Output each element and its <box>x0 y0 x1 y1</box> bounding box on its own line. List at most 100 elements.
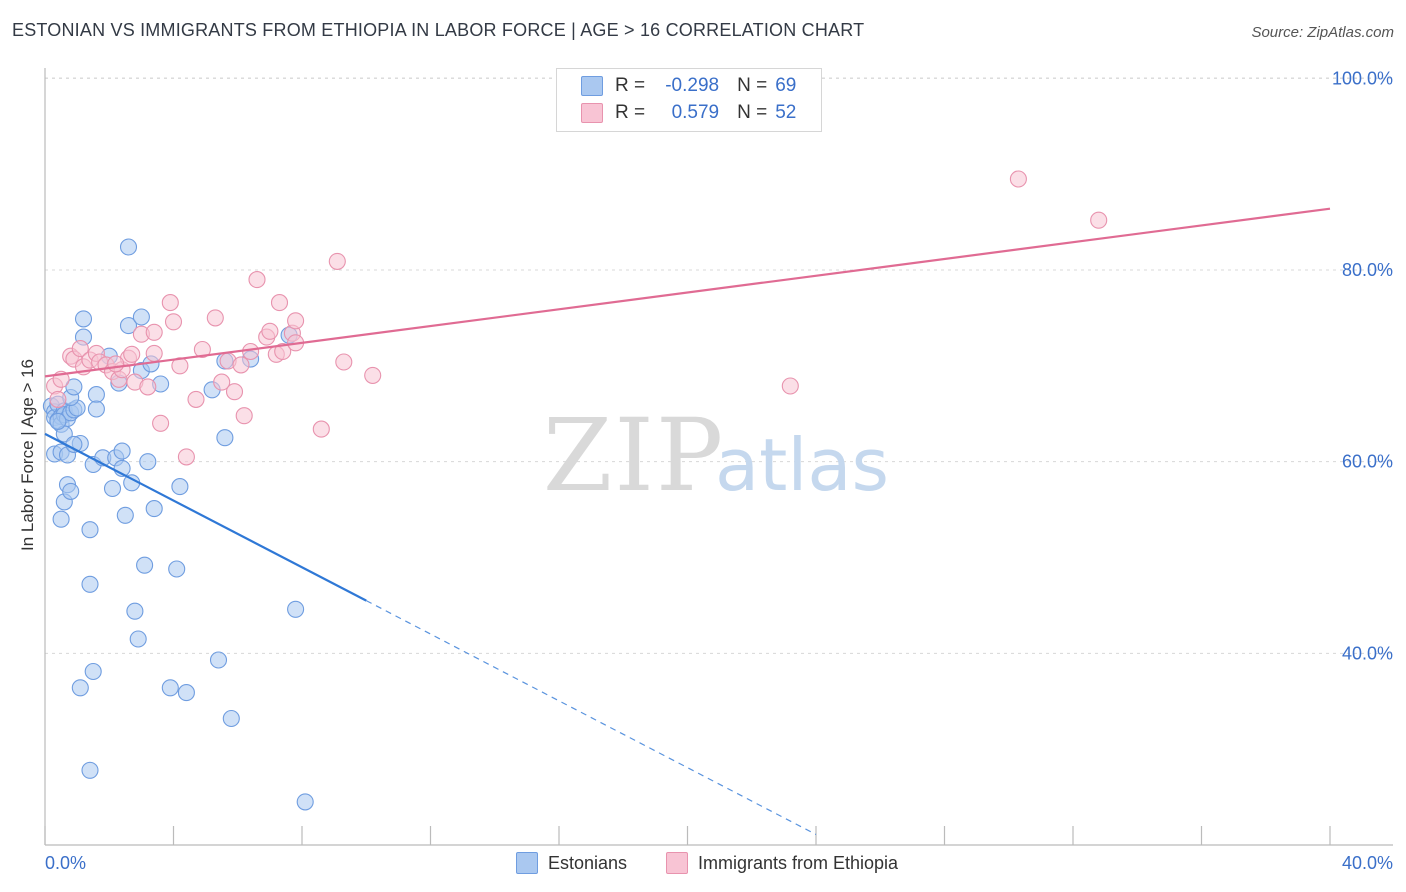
y-tick-label: 80.0% <box>1342 260 1393 280</box>
point-ethiopia <box>71 340 89 358</box>
point-estonians <box>84 662 102 681</box>
point-ethiopia <box>270 294 289 312</box>
point-ethiopia <box>123 345 141 363</box>
point-ethiopia <box>187 390 205 408</box>
point-estonians <box>52 510 70 528</box>
series-legend: Estonians Immigrants from Ethiopia <box>0 852 1406 876</box>
point-ethiopia <box>213 373 231 391</box>
point-ethiopia <box>164 313 183 331</box>
point-ethiopia <box>335 353 353 371</box>
legend-swatch-ethiopia <box>666 852 688 874</box>
point-ethiopia <box>161 294 179 312</box>
point-ethiopia <box>1009 170 1027 188</box>
legend-label-ethiopia: Immigrants from Ethiopia <box>698 852 899 873</box>
point-ethiopia <box>312 420 330 438</box>
chart-title: ESTONIAN VS IMMIGRANTS FROM ETHIOPIA IN … <box>12 20 865 40</box>
trend-line-ethiopia <box>44 207 1331 378</box>
source-label: Source: ZipAtlas.com <box>1251 24 1394 41</box>
point-estonians <box>74 310 93 328</box>
watermark-atlas: atlas <box>715 423 889 507</box>
point-ethiopia <box>206 309 224 327</box>
point-estonians <box>119 317 138 335</box>
point-ethiopia <box>49 390 67 408</box>
y-tick-label: 40.0% <box>1342 643 1393 663</box>
tick-labels: 40.0% 60.0% 80.0% 100.0% 0.0% 40.0% <box>45 68 1393 873</box>
n-label: N = <box>737 75 768 96</box>
point-estonians <box>119 238 138 256</box>
legend-row-estonians: R = -0.298 N = 69 <box>581 75 796 97</box>
point-estonians <box>65 378 83 396</box>
n-value: 52 <box>775 102 797 123</box>
point-estonians <box>132 308 150 326</box>
point-estonians <box>145 500 163 518</box>
point-estonians <box>222 709 240 728</box>
point-estonians <box>81 761 99 779</box>
r-value: -0.298 <box>665 75 720 96</box>
x-tick-label: 0.0% <box>45 853 86 873</box>
point-ethiopia <box>235 407 253 425</box>
point-estonians <box>287 600 305 618</box>
y-tick-label: 100.0% <box>1332 68 1393 88</box>
n-label: N = <box>737 102 768 123</box>
n-value: 69 <box>775 75 797 96</box>
point-ethiopia <box>225 383 244 401</box>
axes <box>44 68 1393 846</box>
point-estonians <box>71 679 89 697</box>
point-ethiopia <box>287 312 305 330</box>
point-ethiopia <box>139 378 157 396</box>
trend-line-estonians <box>44 432 367 602</box>
point-estonians <box>216 429 234 447</box>
point-estonians <box>168 560 186 578</box>
r-label: R = <box>615 102 646 123</box>
point-ethiopia <box>261 322 279 340</box>
point-estonians <box>113 442 131 460</box>
legend-row-ethiopia: R = 0.579 N = 52 <box>581 102 796 124</box>
point-ethiopia <box>145 344 163 362</box>
y-tick-label: 60.0% <box>1342 452 1393 472</box>
trend-extension-estonians <box>365 600 817 835</box>
point-estonians <box>62 482 80 500</box>
point-ethiopia <box>107 355 125 373</box>
legend-item-ethiopia[interactable]: Immigrants from Ethiopia <box>666 852 898 874</box>
point-estonians <box>126 602 144 620</box>
legend-swatch-estonians <box>581 76 603 96</box>
r-value: 0.579 <box>671 102 720 123</box>
point-estonians <box>171 478 189 496</box>
point-ethiopia <box>248 271 266 289</box>
point-estonians <box>81 575 99 593</box>
point-estonians <box>209 651 228 669</box>
point-estonians <box>296 793 314 811</box>
point-estonians <box>177 684 195 702</box>
watermark-zip: ZIP <box>543 397 725 514</box>
trend-lines <box>44 207 1331 835</box>
point-ethiopia <box>232 356 250 374</box>
point-estonians <box>81 521 99 539</box>
point-estonians <box>139 453 157 471</box>
point-ethiopia <box>364 366 382 384</box>
point-ethiopia <box>242 342 260 361</box>
point-estonians <box>49 412 67 430</box>
data-points <box>42 170 1108 811</box>
point-ethiopia <box>177 448 195 466</box>
point-ethiopia <box>145 323 163 341</box>
point-estonians <box>116 506 134 524</box>
point-estonians <box>129 630 147 648</box>
point-ethiopia <box>193 340 211 359</box>
legend-label-estonians: Estonians <box>548 852 628 873</box>
point-estonians <box>87 400 105 418</box>
point-estonians <box>161 679 179 697</box>
point-ethiopia <box>1090 211 1108 229</box>
legend-swatch-ethiopia <box>581 103 603 123</box>
point-estonians <box>103 479 122 498</box>
watermark: ZIP atlas <box>543 397 889 514</box>
point-estonians <box>87 386 105 404</box>
legend-item-estonians[interactable]: Estonians <box>516 852 627 874</box>
legend-swatch-estonians <box>516 852 538 874</box>
point-ethiopia <box>152 414 170 432</box>
point-estonians <box>136 556 154 574</box>
r-label: R = <box>615 75 646 96</box>
point-ethiopia <box>328 252 346 270</box>
x-tick-label: 40.0% <box>1342 853 1393 873</box>
point-ethiopia <box>274 342 292 361</box>
